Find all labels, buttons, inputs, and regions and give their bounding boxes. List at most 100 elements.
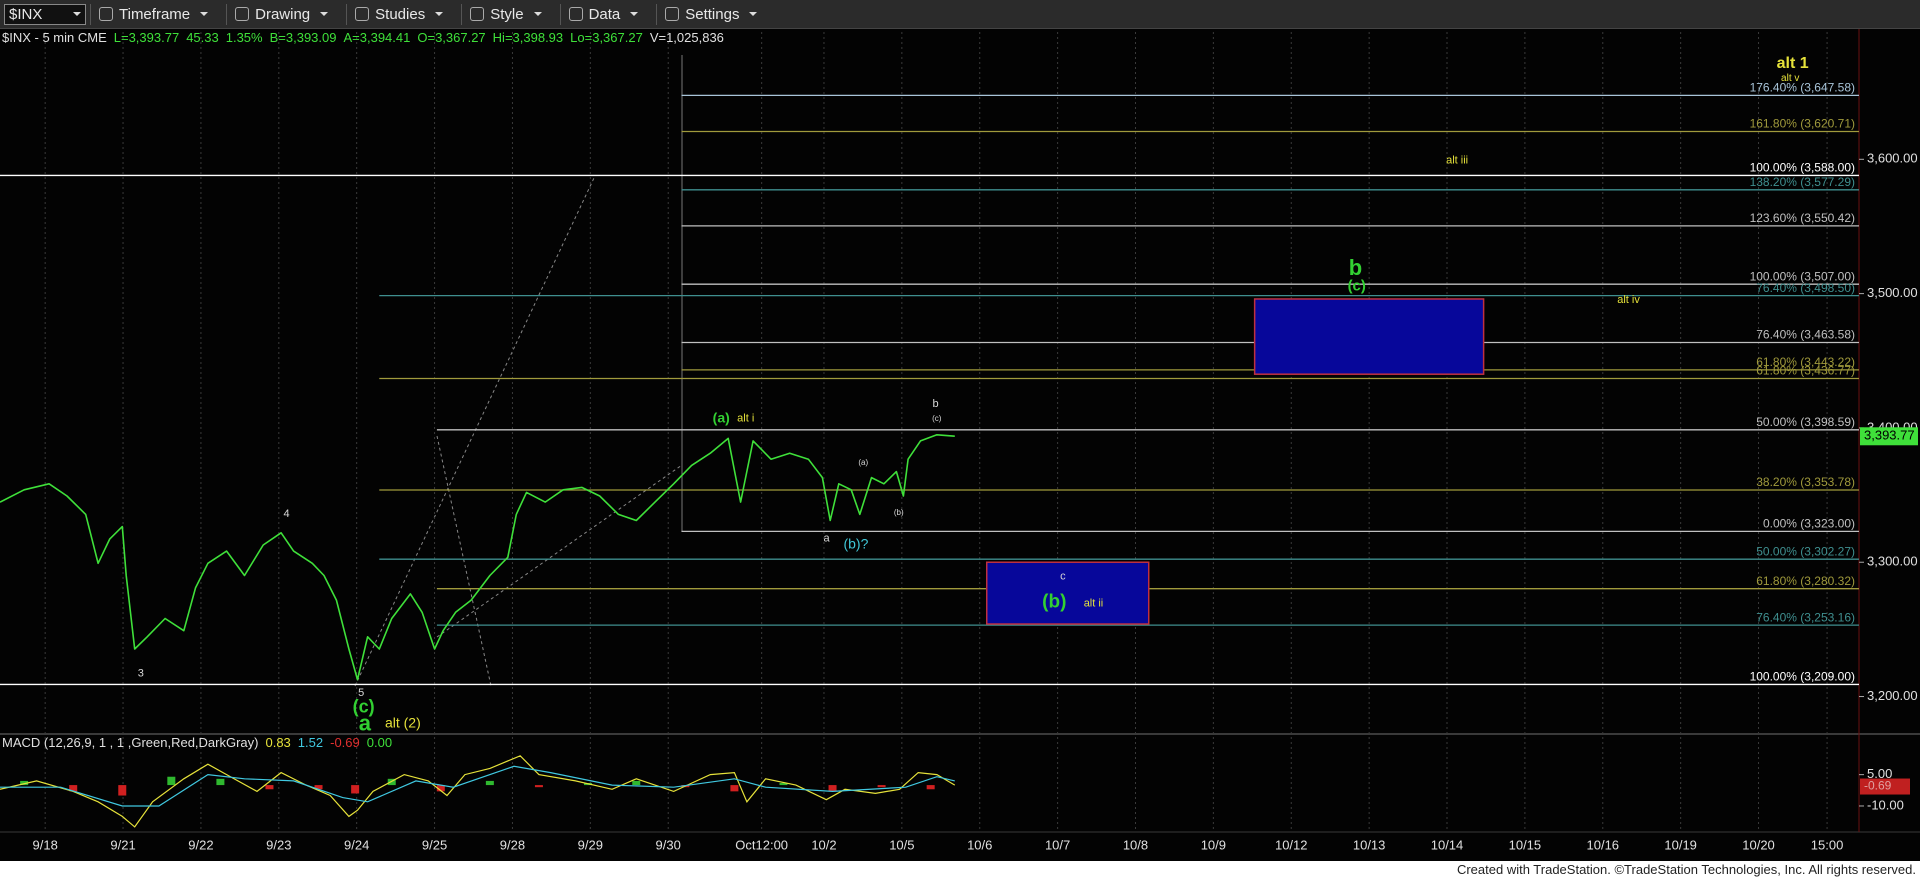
fib-label: 50.00% (3,302.27) <box>1756 544 1855 558</box>
x-tick-label: 9/30 <box>656 837 681 852</box>
header: $INX - 5 min CME L=3,393.77 45.33 1.35% B=3,… <box>2 30 724 45</box>
header-part: -0.69 <box>330 735 360 750</box>
header-part: Lo=3,367.27 <box>570 30 643 45</box>
macd-histogram-bar <box>265 785 274 790</box>
x-tick-label: 9/25 <box>422 837 447 852</box>
macd-histogram-bar <box>314 785 323 790</box>
y-tick-label: 3,500.00 <box>1867 285 1918 300</box>
x-tick-label: 9/22 <box>188 837 213 852</box>
toolbar-button[interactable]: Drawing <box>226 3 342 25</box>
wave-label: alt iii <box>1446 154 1468 166</box>
fib-label: 138.20% (3,577.29) <box>1750 175 1855 189</box>
x-tick-label: 10/9 <box>1201 837 1226 852</box>
trend-line <box>436 464 683 638</box>
macd-histogram-bar <box>118 785 127 796</box>
header-part: 1.35% <box>226 30 263 45</box>
trend-line <box>436 435 492 687</box>
toolbar-button[interactable]: Timeframe <box>90 3 222 25</box>
macd-histogram-bar <box>632 780 641 786</box>
wave-label: (c) <box>1348 277 1366 294</box>
wave-label: alt i <box>737 413 754 425</box>
fib-label: 61.80% (3,280.32) <box>1756 574 1855 588</box>
x-tick-label: 9/29 <box>578 837 603 852</box>
wave-label: alt v <box>1781 73 1799 84</box>
wave-label: (c) <box>932 414 942 423</box>
y-tick-label: 3,300.00 <box>1867 554 1918 569</box>
x-tick-label: 9/23 <box>266 837 291 852</box>
x-tick-label: 10/13 <box>1353 837 1386 852</box>
wave-label: 3 <box>138 667 144 679</box>
wave-label: (b) <box>1042 591 1066 612</box>
chart: 9/18 9/21 9/22 9/23 9/24 9/25 9/28 9/29 9/30 Oct1… <box>0 0 1920 861</box>
fib-label: 0.00% (3,323.00) <box>1763 517 1855 531</box>
target-zone <box>1253 298 1485 375</box>
macd-histogram-bar <box>534 785 543 788</box>
header-part: MACD (12,26,9, 1 , 1 ,Green,Red,DarkGray… <box>2 735 258 750</box>
x-tick-label: 10/5 <box>889 837 914 852</box>
x-tick-label: 10/16 <box>1587 837 1620 852</box>
wave-label: c <box>1060 571 1066 583</box>
x-tick-label: 9/24 <box>344 837 369 852</box>
wave-label: a <box>823 533 830 545</box>
target-zone <box>985 561 1150 625</box>
x-tick-label: 10/14 <box>1431 837 1464 852</box>
toolbar-label: Style <box>490 5 524 23</box>
wave-label: alt ii <box>1084 598 1104 610</box>
wave-label: b <box>1349 255 1362 280</box>
macd-histogram-bar <box>485 780 494 786</box>
x-tick-label: Oct12:00 <box>735 837 788 852</box>
wave-label: (c) <box>353 697 375 717</box>
macd-histogram-bar <box>730 785 739 792</box>
fib-label: 61.80% (3,443.22) <box>1756 355 1855 369</box>
toolbar-button[interactable]: Settings <box>656 3 771 25</box>
wave-label: (b)? <box>843 536 868 552</box>
symbol: $INX <box>9 5 43 23</box>
macd-line <box>0 765 955 807</box>
header-part: O=3,367.27 <box>417 30 485 45</box>
x-tick-label: 10/6 <box>967 837 992 852</box>
toolbar-button[interactable]: Studies <box>346 3 457 25</box>
wave-label: (b) <box>894 508 904 517</box>
macd-histogram-bar <box>216 778 225 786</box>
wave-label: b <box>932 398 938 410</box>
fib-levels <box>0 94 1859 686</box>
zones <box>985 298 1485 625</box>
fib-label: 76.40% (3,498.50) <box>1756 281 1855 295</box>
fib-label: 76.40% (3,463.58) <box>1756 328 1855 342</box>
macd-y-tick-label: 5.00 <box>1867 766 1892 781</box>
wave-label: alt iv <box>1617 294 1640 306</box>
toolbar-button[interactable]: Style <box>461 3 555 25</box>
wave-label: a <box>359 711 372 736</box>
header: MACD (12,26,9, 1 , 1 ,Green,Red,DarkGray… <box>2 735 392 750</box>
toolbar-label: Settings <box>685 5 740 23</box>
macd-histogram-bar <box>926 785 935 790</box>
toolbar-button[interactable]: Data <box>559 3 653 25</box>
background <box>0 0 1920 861</box>
header-part: 1.52 <box>298 735 323 750</box>
wave-label: alt 1 <box>1777 55 1809 72</box>
fib-label: 76.40% (3,253.16) <box>1756 610 1855 624</box>
x-tick-label: 9/28 <box>500 837 525 852</box>
fib-label: 100.00% (3,507.00) <box>1750 269 1855 283</box>
wave-label: (a) <box>858 458 868 467</box>
macd-histogram-bar <box>436 785 445 792</box>
macd-histogram-bar <box>828 785 837 792</box>
header-part: Hi=3,398.93 <box>493 30 563 45</box>
x-tick-label: 10/12 <box>1275 837 1308 852</box>
x-tick-label: 10/7 <box>1045 837 1070 852</box>
header-part: 0.83 <box>265 735 290 750</box>
y-tick-label: 3,200.00 <box>1867 688 1918 703</box>
icon <box>470 7 485 21</box>
macd-histogram-bar <box>351 785 360 794</box>
series <box>0 434 956 828</box>
header-part: V=1,025,836 <box>650 30 724 45</box>
fib-label: 161.80% (3,620.71) <box>1750 117 1855 131</box>
fib-label: 61.80% (3,436.77) <box>1756 364 1855 378</box>
symbol-box[interactable]: $INX <box>4 3 86 25</box>
fib-label: 100.00% (3,209.00) <box>1750 670 1855 684</box>
toolbar-label: Drawing <box>255 5 311 23</box>
x-tick-label: 9/21 <box>110 837 135 852</box>
fib-label: 50.00% (3,398.59) <box>1756 415 1855 429</box>
icon <box>235 7 250 21</box>
